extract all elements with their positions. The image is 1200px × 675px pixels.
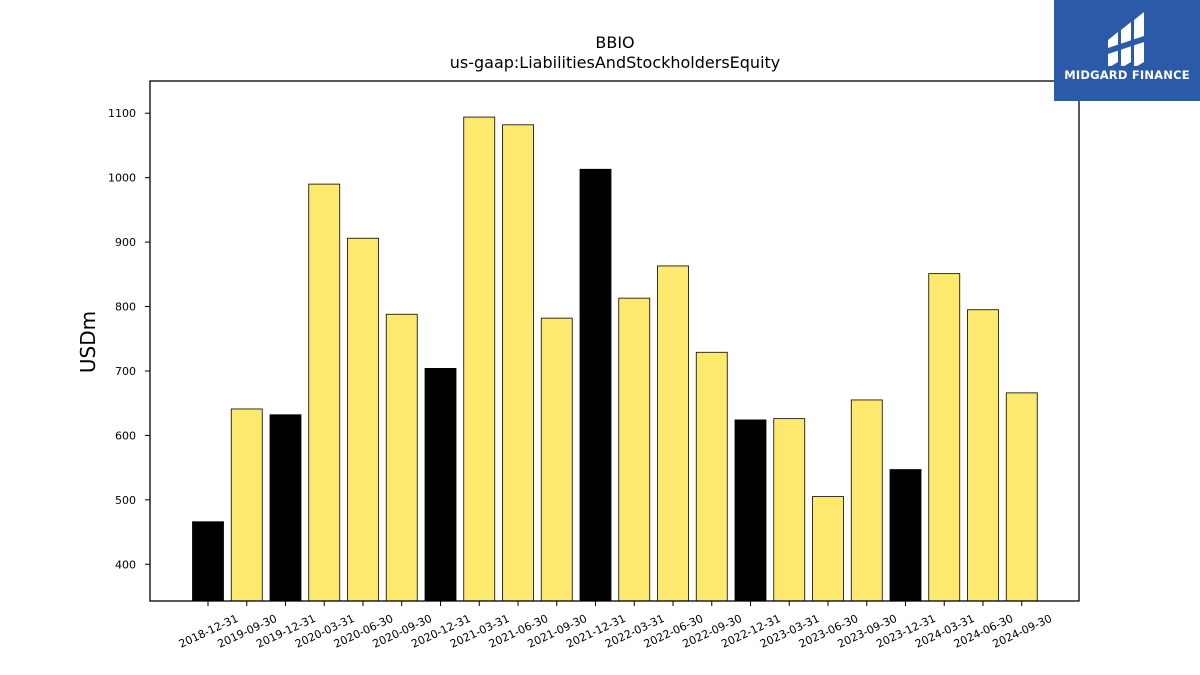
bar-2019-12-31	[269, 414, 302, 602]
bar-2020-03-31	[308, 183, 341, 602]
bar-2020-06-30	[347, 237, 379, 602]
bar-2023-09-30	[850, 399, 883, 602]
bar-2024-03-31	[928, 273, 961, 602]
bar-2021-12-31	[579, 168, 612, 602]
y-axis-label: USDm	[76, 311, 100, 373]
bar-2021-06-30	[502, 124, 534, 602]
x-ticks-group: 2018-12-312019-09-302019-12-312020-03-31…	[177, 601, 1054, 651]
logo-text: MIDGARD FINANCE	[1064, 68, 1190, 82]
plot-frame	[149, 80, 1080, 602]
bar-2023-06-30	[812, 496, 844, 602]
bar-2022-09-30	[695, 351, 728, 602]
chart-title: BBIO	[595, 33, 634, 52]
bar-2020-09-30	[385, 313, 418, 602]
y-tick-label: 800	[115, 301, 136, 314]
bar-2022-03-31	[618, 297, 651, 602]
y-ticks-group: 400 500 600 700 800 900 1000 1100	[108, 107, 150, 571]
y-tick-label: 400	[115, 558, 136, 571]
y-tick-label: 1000	[108, 172, 136, 185]
y-tick-label: 600	[115, 429, 136, 442]
bar-2022-06-30	[657, 265, 689, 602]
midgard-logo-icon	[1104, 10, 1150, 70]
bars-group	[192, 116, 1038, 602]
bar-2024-06-30	[967, 309, 999, 602]
bar-2023-03-31	[773, 418, 806, 602]
bar-2021-09-30	[540, 317, 573, 602]
bar-2023-12-31	[889, 469, 922, 602]
bar-2019-09-30	[230, 408, 263, 602]
y-tick-label: 1100	[108, 107, 136, 120]
bar-2022-12-31	[734, 419, 767, 602]
bar-2024-09-30	[1005, 392, 1038, 602]
midgard-logo: MIDGARD FINANCE	[1054, 0, 1200, 101]
y-tick-label: 500	[115, 494, 136, 507]
y-tick-label: 700	[115, 365, 136, 378]
bar-2020-12-31	[424, 367, 457, 602]
bar-2021-03-31	[463, 116, 496, 602]
y-tick-label: 900	[115, 236, 136, 249]
bar-2018-12-31	[192, 521, 224, 602]
chart-subtitle: us-gaap:LiabilitiesAndStockholdersEquity	[450, 53, 781, 72]
